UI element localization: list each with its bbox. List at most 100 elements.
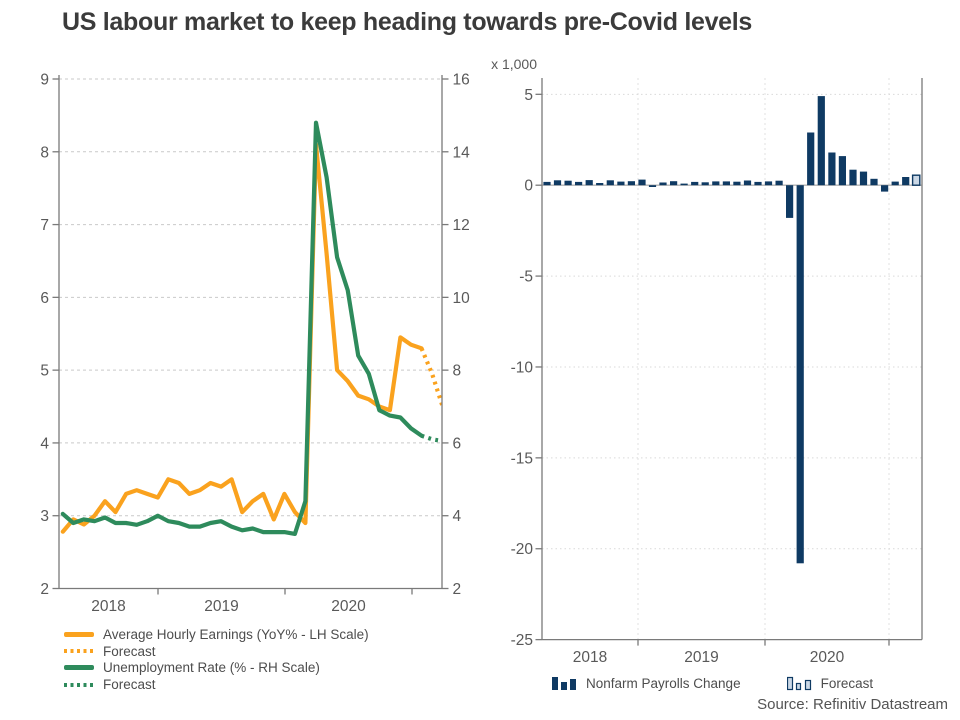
- legend-label: Nonfarm Payrolls Change: [586, 676, 741, 691]
- bars-outline-icon: [786, 676, 811, 691]
- bar: [670, 181, 678, 186]
- svg-text:5: 5: [524, 87, 533, 104]
- svg-text:3: 3: [40, 508, 49, 525]
- chart-title: US labour market to keep heading towards…: [62, 8, 753, 36]
- svg-text:0: 0: [524, 178, 533, 195]
- svg-text:8: 8: [40, 144, 49, 161]
- svg-text:2020: 2020: [331, 598, 366, 615]
- bar: [902, 177, 910, 186]
- left-series: [60, 120, 442, 537]
- bar: [691, 181, 699, 186]
- green-dotted-line-swatch: [64, 682, 94, 687]
- left-line-chart: 9 8 7 6 5 4 3 2 16 14 12 10 8 6 4 2 2018 2019 2020: [40, 72, 470, 616]
- orange-dotted-line-swatch: [64, 649, 94, 654]
- svg-text:2019: 2019: [684, 649, 718, 666]
- bar: [786, 185, 794, 218]
- svg-text:2: 2: [453, 581, 462, 598]
- bar: [807, 132, 815, 186]
- svg-text:2018: 2018: [573, 649, 607, 666]
- legend-label: Average Hourly Earnings (YoY% - LH Scale…: [103, 626, 369, 642]
- svg-text:4: 4: [453, 508, 462, 525]
- legend-item-payrolls-forecast: Forecast: [786, 675, 874, 692]
- bar: [775, 180, 783, 186]
- bar: [849, 169, 857, 186]
- bar: [596, 183, 604, 186]
- bar: [881, 185, 889, 192]
- right-axes: 5 0 -5 -10 -15 -20 -25 2018 2019 2020: [511, 78, 923, 666]
- svg-text:-10: -10: [511, 359, 534, 376]
- bar: [564, 180, 572, 186]
- svg-text:16: 16: [453, 72, 470, 89]
- bar: [754, 181, 762, 186]
- svg-text:4: 4: [40, 435, 49, 452]
- orange-series-line: [60, 142, 424, 534]
- svg-text:2020: 2020: [810, 649, 845, 666]
- svg-text:12: 12: [453, 217, 470, 234]
- legend-label: Forecast: [103, 677, 156, 693]
- units-label: x 1,000: [491, 56, 537, 72]
- legend-item-hourly-earnings: Average Hourly Earnings (YoY% - LH Scale…: [64, 626, 369, 643]
- bar: [796, 185, 804, 564]
- svg-text:9: 9: [40, 72, 49, 89]
- bar: [659, 182, 667, 186]
- bar: [722, 181, 730, 186]
- bar: [585, 180, 593, 186]
- right-gridlines: [542, 78, 922, 640]
- left-axes: 9 8 7 6 5 4 3 2 16 14 12 10 8 6 4 2 2018 2019 2020: [40, 72, 470, 616]
- legend-item-earnings-forecast: Forecast: [64, 643, 369, 660]
- bar: [891, 181, 899, 186]
- forecast-bar: [911, 174, 921, 186]
- bar: [743, 180, 752, 186]
- orange-solid-line-swatch: [64, 631, 94, 637]
- right-bar-chart: 5 0 -5 -10 -15 -20 -25 2018 2019 2020: [511, 78, 923, 666]
- bar: [764, 181, 773, 186]
- bar: [553, 180, 562, 186]
- legend-item-unemployment-forecast: Forecast: [64, 676, 369, 693]
- svg-text:8: 8: [453, 363, 462, 380]
- svg-text:2: 2: [40, 581, 49, 598]
- legend-item-nonfarm-payrolls: Nonfarm Payrolls Change: [552, 675, 741, 692]
- svg-text:6: 6: [40, 290, 49, 307]
- bar: [627, 181, 635, 186]
- legend-item-unemployment-rate: Unemployment Rate (% - RH Scale): [64, 660, 369, 677]
- bar: [712, 181, 720, 186]
- bar: [817, 96, 825, 186]
- legend-left: Average Hourly Earnings (YoY% - LH Scale…: [64, 626, 369, 693]
- svg-text:2018: 2018: [91, 598, 125, 615]
- bar: [617, 181, 625, 186]
- bar: [870, 178, 878, 186]
- svg-text:10: 10: [453, 290, 471, 307]
- source-credit: Source: Refinitiv Datastream: [757, 696, 948, 713]
- green-forecast-line: [420, 433, 442, 444]
- svg-text:-25: -25: [511, 632, 533, 649]
- svg-text:6: 6: [453, 435, 462, 452]
- legend-label: Forecast: [820, 676, 874, 691]
- bar: [838, 156, 846, 186]
- payroll-bars: [543, 96, 921, 564]
- legend-right: Nonfarm Payrolls Change Forecast: [552, 675, 873, 692]
- bars-solid-icon: [552, 677, 576, 690]
- bar: [543, 181, 551, 186]
- bar: [859, 171, 868, 186]
- left-gridlines: [59, 78, 442, 517]
- svg-text:-5: -5: [519, 269, 533, 286]
- svg-text:7: 7: [40, 217, 49, 234]
- svg-text:14: 14: [453, 144, 471, 161]
- bar: [638, 179, 646, 186]
- bar: [606, 180, 614, 186]
- bar: [733, 181, 741, 186]
- green-series-line: [60, 120, 424, 537]
- bar: [575, 181, 583, 186]
- legend-label: Unemployment Rate (% - RH Scale): [103, 660, 320, 676]
- legend-label: Forecast: [103, 643, 156, 659]
- svg-text:5: 5: [40, 363, 49, 380]
- orange-forecast-line: [419, 347, 442, 408]
- svg-text:-20: -20: [511, 541, 534, 558]
- svg-text:-15: -15: [511, 450, 533, 467]
- bar: [828, 152, 836, 186]
- green-solid-line-swatch: [64, 665, 94, 671]
- bar: [680, 183, 688, 186]
- bar: [701, 182, 709, 186]
